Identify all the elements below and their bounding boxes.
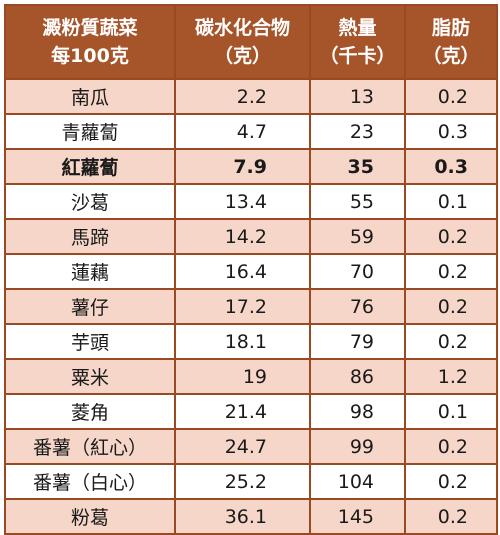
cell-carbohydrate: 2.2	[174, 78, 311, 115]
header-carb-line1: 碳水化合物	[194, 17, 290, 39]
cell-fat: 0.2	[404, 463, 498, 500]
cell-carbohydrate: 17.2	[174, 288, 311, 325]
header-food: 澱粉質蔬菜 每100克	[4, 4, 176, 80]
header-calories-line2: （千卡）	[319, 45, 396, 67]
table-row: 芋頭 18.1 79 0.2	[4, 323, 498, 360]
cell-vegetable-name: 芋頭	[4, 323, 176, 360]
header-carb-line2: （克）	[213, 45, 271, 67]
cell-calories: 23	[309, 113, 406, 150]
cell-calories: 13	[309, 78, 406, 115]
cell-vegetable-name: 青蘿蔔	[4, 113, 176, 150]
cell-vegetable-name: 菱角	[4, 393, 176, 430]
table-row: 番薯（紅心） 24.7 99 0.2	[4, 428, 498, 465]
cell-vegetable-name: 沙葛	[4, 183, 176, 220]
cell-carbohydrate: 36.1	[174, 498, 311, 535]
table-row: 南瓜 2.2 13 0.2	[4, 78, 498, 115]
cell-vegetable-name: 番薯（白心）	[4, 463, 176, 500]
cell-carbohydrate: 18.1	[174, 323, 311, 360]
cell-calories: 79	[309, 323, 406, 360]
table-row: 菱角 21.4 98 0.1	[4, 393, 498, 430]
cell-fat: 0.2	[404, 323, 498, 360]
cell-calories: 59	[309, 218, 406, 255]
header-fat: 脂肪 （克）	[404, 4, 498, 80]
cell-calories: 99	[309, 428, 406, 465]
table-row: 沙葛 13.4 55 0.1	[4, 183, 498, 220]
cell-fat: 1.2	[404, 358, 498, 395]
table-row: 馬蹄 14.2 59 0.2	[4, 218, 498, 255]
cell-calories: 70	[309, 253, 406, 290]
cell-calories: 104	[309, 463, 406, 500]
table-body: 南瓜 2.2 13 0.2 青蘿蔔 4.7 23 0.3 紅蘿蔔 7.9 35 0.3 沙葛 13.4 55…	[4, 78, 498, 535]
cell-vegetable-name: 馬蹄	[4, 218, 176, 255]
table-row: 薯仔 17.2 76 0.2	[4, 288, 498, 325]
cell-fat: 0.1	[404, 393, 498, 430]
table-row: 番薯（白心） 25.2 104 0.2	[4, 463, 498, 500]
cell-fat: 0.2	[404, 288, 498, 325]
header-row: 澱粉質蔬菜 每100克 碳水化合物 （克） 熱量 （千卡） 脂肪 （克）	[4, 4, 498, 80]
cell-calories: 55	[309, 183, 406, 220]
cell-vegetable-name: 粟米	[4, 358, 176, 395]
cell-carbohydrate: 7.9	[174, 148, 311, 185]
cell-fat: 0.2	[404, 253, 498, 290]
header-fat-line2: （克）	[422, 45, 480, 67]
cell-carbohydrate: 24.7	[174, 428, 311, 465]
cell-vegetable-name: 紅蘿蔔	[4, 148, 176, 185]
cell-carbohydrate: 21.4	[174, 393, 311, 430]
cell-calories: 35	[309, 148, 406, 185]
cell-vegetable-name: 南瓜	[4, 78, 176, 115]
cell-carbohydrate: 14.2	[174, 218, 311, 255]
cell-carbohydrate: 13.4	[174, 183, 311, 220]
header-calories-line1: 熱量	[338, 17, 377, 39]
cell-calories: 98	[309, 393, 406, 430]
cell-vegetable-name: 薯仔	[4, 288, 176, 325]
cell-carbohydrate: 25.2	[174, 463, 311, 500]
cell-fat: 0.2	[404, 218, 498, 255]
cell-carbohydrate: 4.7	[174, 113, 311, 150]
cell-carbohydrate: 16.4	[174, 253, 311, 290]
cell-fat: 0.3	[404, 113, 498, 150]
cell-fat: 0.2	[404, 78, 498, 115]
cell-calories: 76	[309, 288, 406, 325]
table-row: 紅蘿蔔 7.9 35 0.3	[4, 148, 498, 185]
cell-vegetable-name: 粉葛	[4, 498, 176, 535]
header-food-line2: 每100克	[51, 45, 129, 67]
cell-vegetable-name: 蓮藕	[4, 253, 176, 290]
starchy-vegetables-table: 澱粉質蔬菜 每100克 碳水化合物 （克） 熱量 （千卡） 脂肪 （克） 南瓜 2…	[4, 4, 498, 535]
header-fat-line1: 脂肪	[431, 17, 470, 39]
cell-fat: 0.3	[404, 148, 498, 185]
cell-fat: 0.2	[404, 498, 498, 535]
cell-carbohydrate: 19	[174, 358, 311, 395]
table-header: 澱粉質蔬菜 每100克 碳水化合物 （克） 熱量 （千卡） 脂肪 （克）	[4, 4, 498, 80]
cell-calories: 145	[309, 498, 406, 535]
header-carb: 碳水化合物 （克）	[174, 4, 311, 80]
table-row: 青蘿蔔 4.7 23 0.3	[4, 113, 498, 150]
cell-fat: 0.1	[404, 183, 498, 220]
cell-calories: 86	[309, 358, 406, 395]
cell-vegetable-name: 番薯（紅心）	[4, 428, 176, 465]
cell-fat: 0.2	[404, 428, 498, 465]
header-food-line1: 澱粉質蔬菜	[42, 17, 138, 39]
table-row: 粉葛 36.1 145 0.2	[4, 498, 498, 535]
table-row: 蓮藕 16.4 70 0.2	[4, 253, 498, 290]
table-row: 粟米 19 86 1.2	[4, 358, 498, 395]
header-calories: 熱量 （千卡）	[309, 4, 406, 80]
